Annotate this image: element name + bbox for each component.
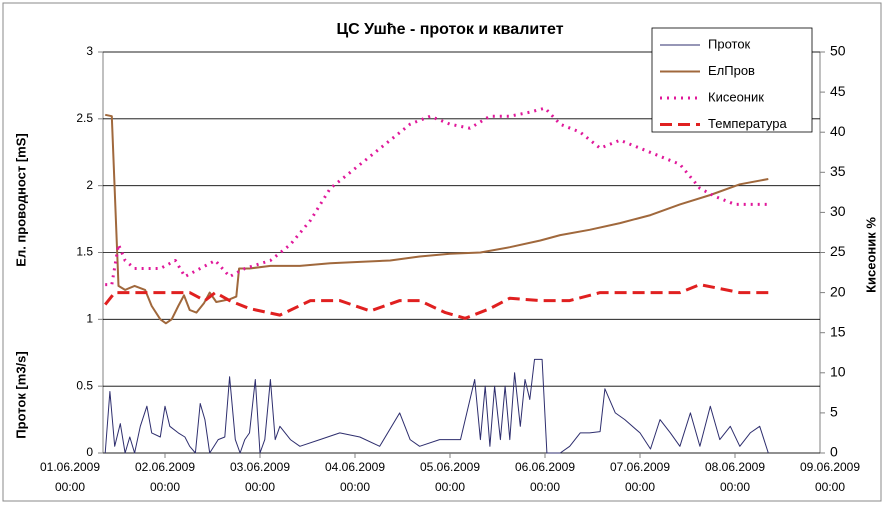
x-tick-label: 08.06.2009 00:00 [705,460,765,494]
y2-tick-label: 15 [830,323,846,339]
series-line [105,106,769,287]
series-line [104,283,769,320]
y-tick-label: 3 [86,44,93,58]
x-tick-label: 09.06.2009 00:00 [800,460,860,494]
legend-label: Проток [708,36,751,51]
x-tick-label: 04.06.2009 00:00 [325,460,385,494]
legend-label: Температура [708,116,788,131]
x-tick-label: 07.06.2009 00:00 [610,460,670,494]
y-tick-label: 0.5 [76,378,93,392]
y2-tick-label: 40 [830,123,846,139]
y-axis-title: Проток [m3/s] [13,351,28,438]
y2-tick-label: 50 [830,43,846,59]
y2-tick-label: 20 [830,283,846,299]
x-tick-label: 06.06.2009 00:00 [515,460,575,494]
y2-tick-label: 45 [830,83,846,99]
x-tick-label: 01.06.2009 00:00 [40,460,100,494]
y-tick-label: 0 [86,445,93,459]
y2-tick-label: 30 [830,203,846,219]
y2-tick-label: 5 [830,404,838,420]
series-line [104,113,769,325]
y2-axis-title: Кисеоник % [863,217,878,293]
y-tick-label: 2.5 [76,111,93,125]
series-line [104,358,769,454]
legend-label: ЕлПров [708,63,755,78]
y2-tick-label: 25 [830,243,846,259]
x-tick-label: 05.06.2009 00:00 [420,460,480,494]
chart-title: ЦС Ушће - проток и квалитет [336,21,563,38]
y2-tick-label: 35 [830,163,846,179]
y-tick-label: 2 [86,178,93,192]
y-tick-label: 1.5 [76,245,93,259]
y-tick-label: 1 [86,312,93,326]
legend-label: Кисеоник [708,89,764,104]
y-axis-title: Ел. проводност [mS] [13,133,28,266]
x-tick-label: 02.06.2009 00:00 [135,460,195,494]
x-tick-label: 03.06.2009 00:00 [230,460,290,494]
y2-tick-label: 10 [830,364,846,380]
y2-tick-label: 0 [830,444,838,460]
